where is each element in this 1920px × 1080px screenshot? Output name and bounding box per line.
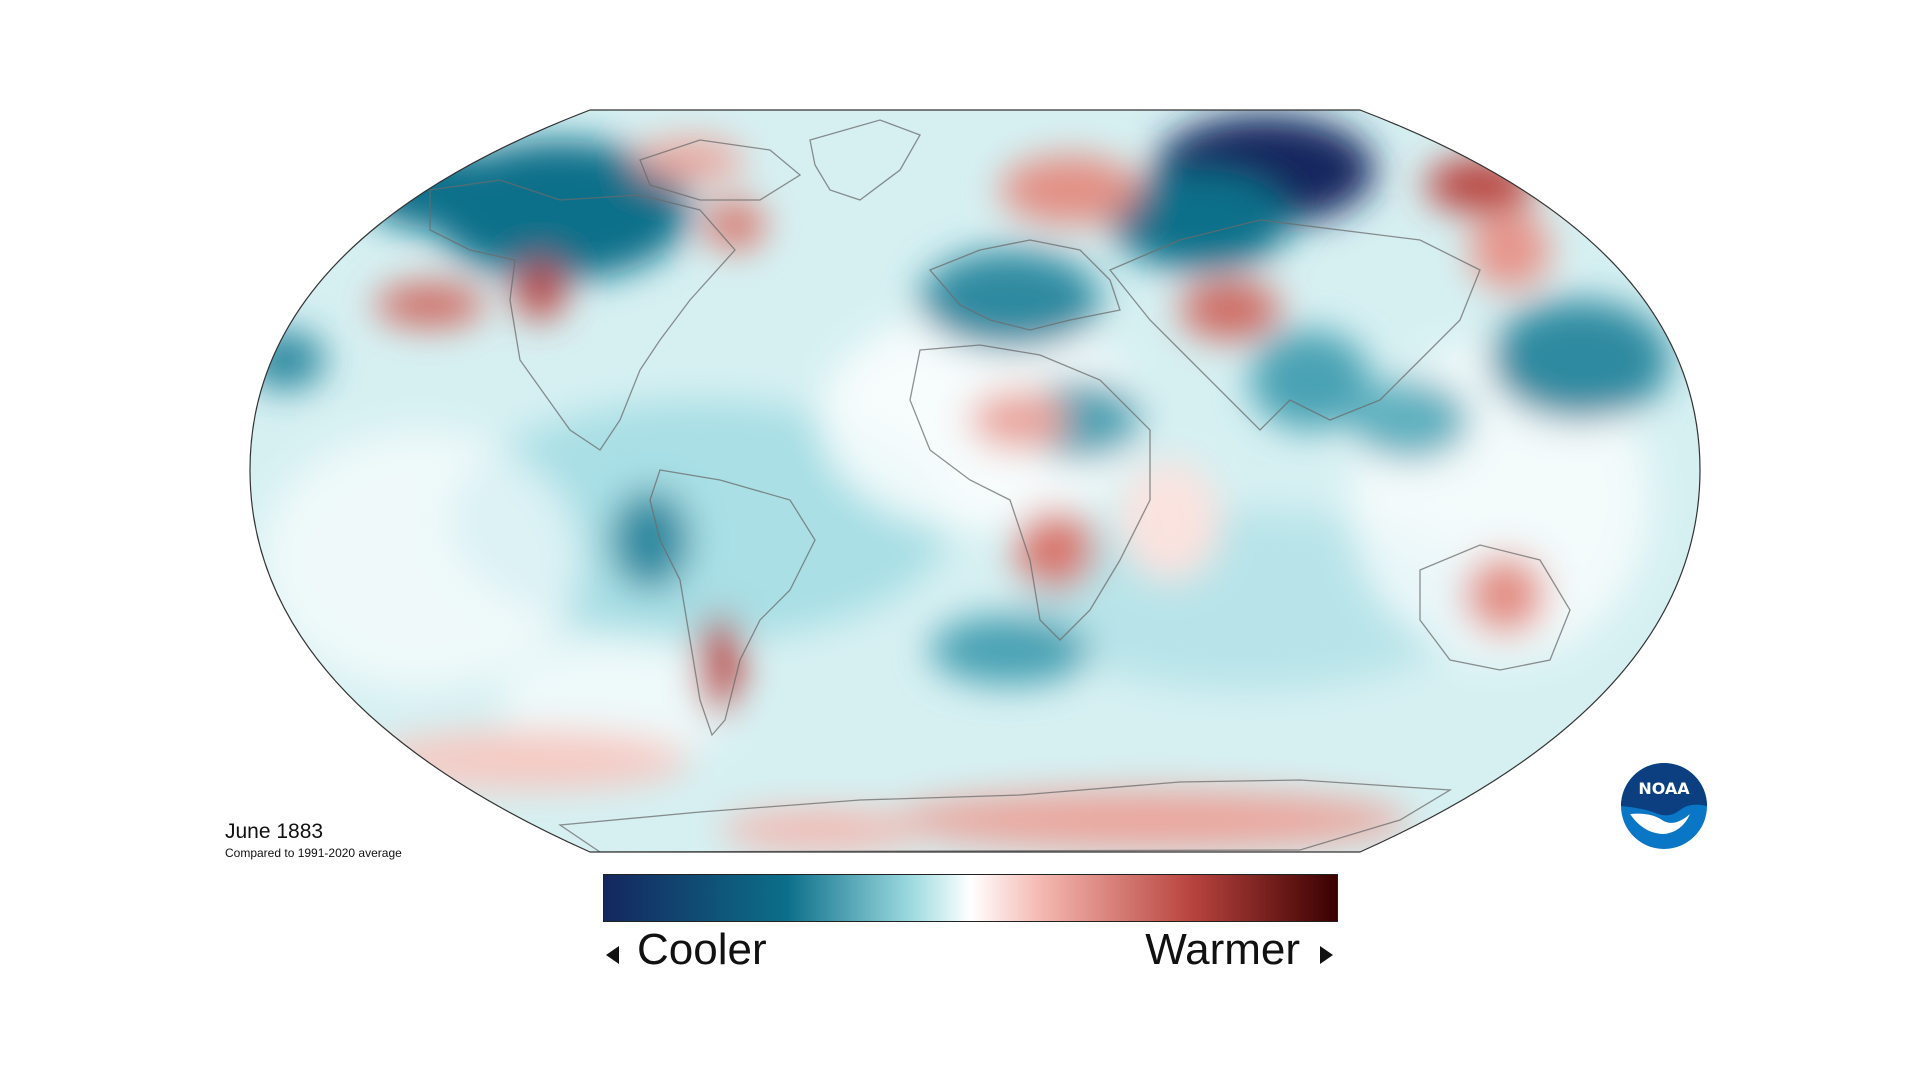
warmer-arrow-icon [1320, 946, 1333, 964]
coastlines [429, 119, 1571, 852]
color-scale-bar [603, 874, 1338, 922]
noaa-logo-icon: NOAA [1621, 763, 1707, 849]
warmer-label: Warmer [1145, 925, 1300, 974]
map-subtitle: Compared to 1991-2020 average [225, 846, 402, 860]
noaa-logo-text: NOAA [1638, 779, 1690, 798]
cooler-arrow-icon [606, 946, 619, 964]
anomaly-field [250, 110, 1700, 852]
map-title: June 1883 [225, 820, 324, 843]
cooler-label: Cooler [637, 925, 767, 974]
